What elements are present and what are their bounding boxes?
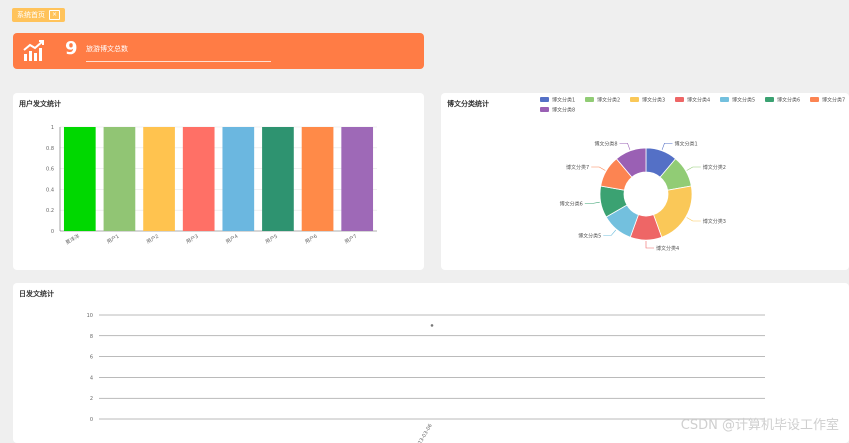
legend-label: 博文分类4 [687,97,710,104]
legend-swatch [810,97,819,102]
y-tick-label: 0.2 [46,208,54,214]
pie-label: 博文分类3 [703,218,726,225]
x-tick-label: 2023-03-06 [414,423,434,443]
bar [222,127,255,231]
pie-label-line [591,166,606,171]
x-tick-label: 用户2 [145,233,160,246]
x-tick-label: 用户5 [264,233,279,246]
total-posts-label: 旅游博文总数 [86,45,128,53]
y-tick-label: 0 [51,229,54,235]
legend-swatch [585,97,594,102]
legend-swatch [630,97,639,102]
home-tab-label: 系统首页 [17,11,45,19]
category-card: 博文分类统计 博文分类1 博文分类2 博文分类3 博文分类4 博文分类5 博文分类6 博文分… [441,93,849,270]
pie-label-line [619,142,631,150]
y-tick-label: 2 [90,396,93,402]
daily-posts-card: 日发文统计 0 2 4 6 8 10 2023-03-06 [13,283,849,443]
daily-chart: 0 2 4 6 8 10 2023-03-06 [87,313,765,443]
pie-label: 博文分类6 [560,200,583,207]
bar [143,127,175,231]
pie-chart: 博文分类1 博文分类2 博文分类3 博文分类4 博文分类5 博文分类6 博文分类7 博文分类8… [540,97,845,252]
x-tick-label: 用户4 [224,233,239,246]
legend-label: 博文分类3 [642,97,665,104]
pie-chart-title: 博文分类统计 [447,100,489,108]
bar [63,127,96,231]
pie-label-line [584,201,600,204]
y-tick-label: 0 [90,417,93,423]
legend-swatch [540,107,549,112]
legend-label: 博文分类5 [732,97,755,104]
divider [86,61,271,62]
legend-label: 博文分类2 [597,97,620,104]
pie-label: 博文分类2 [703,164,726,171]
y-tick-label: 6 [90,355,93,361]
pie-label-line [686,217,701,222]
x-tick-label: 夏洋洋 [64,233,81,247]
y-tick-label: 0.8 [46,146,54,152]
pie-label: 博文分类4 [656,245,679,252]
watermark: CSDN @计算机毕设工作室 [680,418,839,433]
x-tick-label: 用户3 [185,233,200,246]
home-tab[interactable]: 系统首页 × [12,8,65,22]
y-tick-label: 0.6 [46,167,54,173]
total-posts-value: 9 [65,38,78,59]
bar [182,127,215,231]
legend-swatch [675,97,684,102]
pie-label: 博文分类1 [674,140,697,147]
bar [103,127,136,231]
x-tick-label: 用户1 [106,233,121,246]
pie-label: 博文分类7 [566,164,589,171]
legend-swatch [765,97,774,102]
x-tick-label: 用户7 [343,233,358,246]
trend-chart-icon [23,40,44,61]
total-posts-card: 9 旅游博文总数 [13,33,424,69]
bar-chart: 0 0.2 0.4 0.6 0.8 1 夏洋洋 用户1 用户2 用户3 用户4 用户5 用户6 用户7 [46,125,377,247]
legend-swatch [720,97,729,102]
user-posts-card: 用户发文统计 0 0.2 0.4 0.6 0.8 1 夏洋洋 用户1 用户2 用户3 用户4 用户5 用… [13,93,424,270]
pie-label-line [645,241,654,249]
pie-label-line [603,229,617,236]
y-tick-label: 0.4 [46,187,54,193]
pie-slice [615,147,647,178]
legend-label: 博文分类7 [822,97,845,104]
bar [341,127,374,231]
pie-label-line [661,142,673,150]
y-tick-label: 10 [87,313,93,319]
y-tick-label: 1 [51,125,54,131]
pie-label: 博文分类8 [594,140,617,147]
line-chart-title: 日发文统计 [19,290,54,298]
y-tick-label: 4 [90,375,93,381]
close-icon[interactable]: × [49,10,60,20]
legend-label: 博文分类8 [552,107,575,114]
legend-swatch [540,97,549,102]
pie-label: 博文分类5 [578,232,601,239]
bar [301,127,334,231]
legend-label: 博文分类6 [777,97,800,104]
legend-label: 博文分类1 [552,97,575,104]
bar-chart-title: 用户发文统计 [19,100,61,108]
x-tick-label: 用户6 [304,233,319,246]
pie-label-line [686,166,701,171]
bar [262,127,294,231]
y-tick-label: 8 [90,334,93,340]
data-point [430,324,434,327]
